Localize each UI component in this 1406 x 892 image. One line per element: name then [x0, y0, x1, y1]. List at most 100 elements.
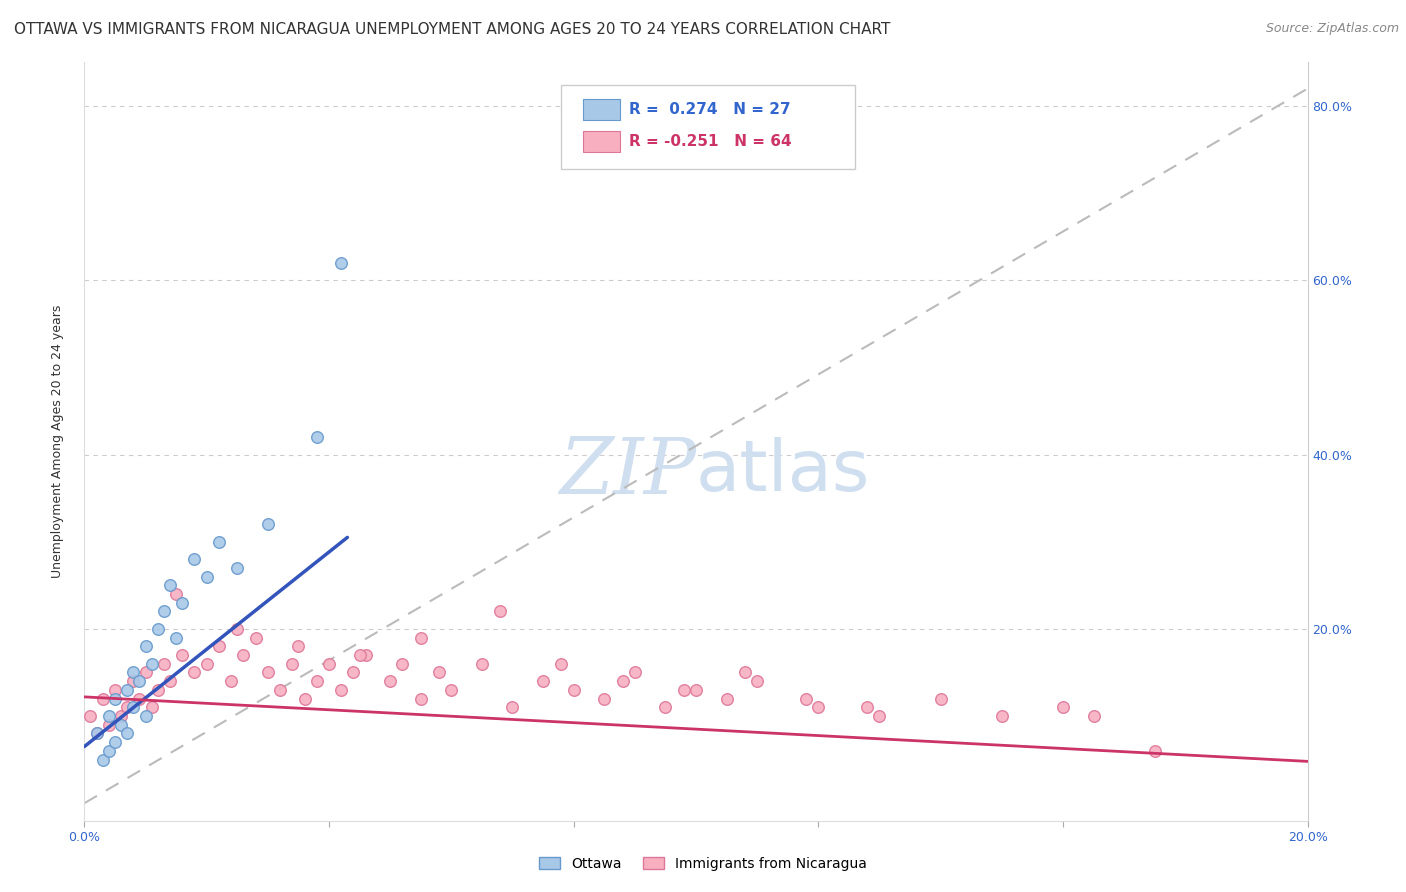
- Text: R =  0.274   N = 27: R = 0.274 N = 27: [628, 102, 790, 117]
- Point: [79, 709, 101, 723]
- Point: [318, 657, 340, 671]
- Point: [747, 674, 769, 689]
- Point: [122, 674, 145, 689]
- Point: [172, 596, 194, 610]
- Point: [1052, 700, 1074, 714]
- Point: [257, 665, 280, 680]
- Point: [1083, 709, 1105, 723]
- Point: [97, 744, 120, 758]
- Point: [122, 665, 145, 680]
- Point: [86, 726, 108, 740]
- Point: [104, 735, 127, 749]
- Point: [226, 561, 249, 575]
- Point: [115, 700, 138, 714]
- Y-axis label: Unemployment Among Ages 20 to 24 years: Unemployment Among Ages 20 to 24 years: [51, 305, 63, 578]
- Point: [427, 665, 450, 680]
- Point: [685, 682, 707, 697]
- Point: [110, 718, 132, 732]
- Text: R = -0.251   N = 64: R = -0.251 N = 64: [628, 134, 792, 149]
- Point: [257, 517, 280, 532]
- Point: [612, 674, 634, 689]
- Point: [146, 622, 169, 636]
- Point: [159, 674, 181, 689]
- Point: [409, 691, 432, 706]
- Point: [97, 718, 120, 732]
- Point: [104, 682, 127, 697]
- Point: [183, 552, 205, 566]
- Point: [380, 674, 402, 689]
- Point: [104, 691, 127, 706]
- Point: [734, 665, 756, 680]
- Point: [128, 691, 150, 706]
- Point: [330, 682, 353, 697]
- Point: [672, 682, 695, 697]
- Point: [232, 648, 254, 662]
- Legend: Ottawa, Immigrants from Nicaragua: Ottawa, Immigrants from Nicaragua: [534, 851, 872, 876]
- Point: [593, 691, 616, 706]
- Point: [159, 578, 181, 592]
- Point: [135, 640, 157, 654]
- Point: [97, 709, 120, 723]
- Point: [226, 622, 249, 636]
- Point: [122, 700, 145, 714]
- Point: [305, 674, 328, 689]
- Point: [91, 753, 114, 767]
- Point: [807, 700, 830, 714]
- Point: [115, 682, 138, 697]
- Point: [135, 665, 157, 680]
- Point: [716, 691, 738, 706]
- Point: [91, 691, 114, 706]
- Point: [287, 640, 309, 654]
- Point: [305, 430, 328, 444]
- Point: [794, 691, 817, 706]
- Text: atlas: atlas: [696, 437, 870, 507]
- FancyBboxPatch shape: [583, 130, 620, 152]
- Point: [471, 657, 494, 671]
- Point: [342, 665, 364, 680]
- Point: [195, 657, 218, 671]
- Point: [531, 674, 554, 689]
- FancyBboxPatch shape: [561, 85, 855, 169]
- Point: [562, 682, 585, 697]
- Point: [1143, 744, 1166, 758]
- Point: [183, 665, 205, 680]
- Point: [165, 587, 187, 601]
- Point: [502, 700, 524, 714]
- Text: Source: ZipAtlas.com: Source: ZipAtlas.com: [1265, 22, 1399, 36]
- Point: [115, 726, 138, 740]
- Point: [440, 682, 463, 697]
- Point: [269, 682, 291, 697]
- Point: [141, 700, 163, 714]
- Point: [929, 691, 952, 706]
- Point: [208, 640, 231, 654]
- Point: [330, 256, 353, 270]
- Point: [245, 631, 267, 645]
- Point: [110, 709, 132, 723]
- FancyBboxPatch shape: [583, 99, 620, 120]
- Point: [153, 657, 176, 671]
- Point: [135, 709, 157, 723]
- Point: [991, 709, 1014, 723]
- Point: [349, 648, 371, 662]
- Point: [208, 534, 231, 549]
- Point: [869, 709, 891, 723]
- Point: [141, 657, 163, 671]
- Point: [624, 665, 647, 680]
- Point: [146, 682, 169, 697]
- Point: [550, 657, 572, 671]
- Point: [165, 631, 187, 645]
- Point: [219, 674, 242, 689]
- Point: [409, 631, 432, 645]
- Point: [856, 700, 879, 714]
- Point: [153, 605, 176, 619]
- Point: [391, 657, 413, 671]
- Text: ZIP: ZIP: [558, 434, 696, 510]
- Point: [195, 569, 218, 583]
- Point: [489, 605, 512, 619]
- Point: [654, 700, 676, 714]
- Point: [354, 648, 377, 662]
- Point: [294, 691, 316, 706]
- Text: OTTAWA VS IMMIGRANTS FROM NICARAGUA UNEMPLOYMENT AMONG AGES 20 TO 24 YEARS CORRE: OTTAWA VS IMMIGRANTS FROM NICARAGUA UNEM…: [14, 22, 890, 37]
- Point: [128, 674, 150, 689]
- Point: [86, 726, 108, 740]
